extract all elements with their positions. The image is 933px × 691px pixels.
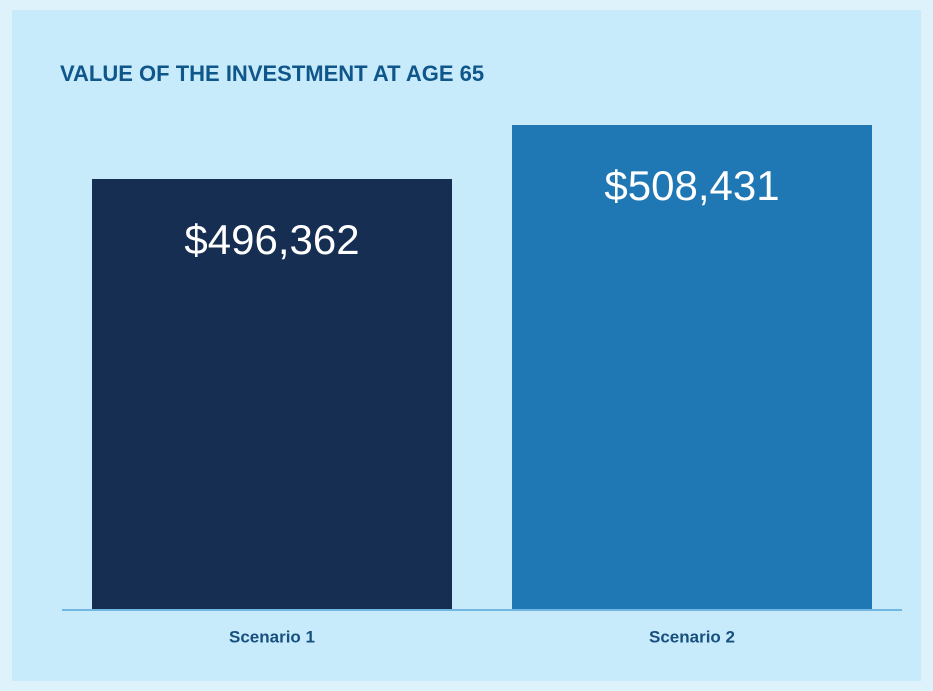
bar xyxy=(512,125,872,611)
value-label: $508,431 xyxy=(604,162,779,209)
bar xyxy=(92,178,452,610)
x-tick-label: Scenario 1 xyxy=(229,627,315,646)
chart-title: VALUE OF THE INVESTMENT AT AGE 65 xyxy=(60,61,484,86)
value-label: $496,362 xyxy=(184,216,359,263)
x-tick-label: Scenario 2 xyxy=(649,627,735,646)
